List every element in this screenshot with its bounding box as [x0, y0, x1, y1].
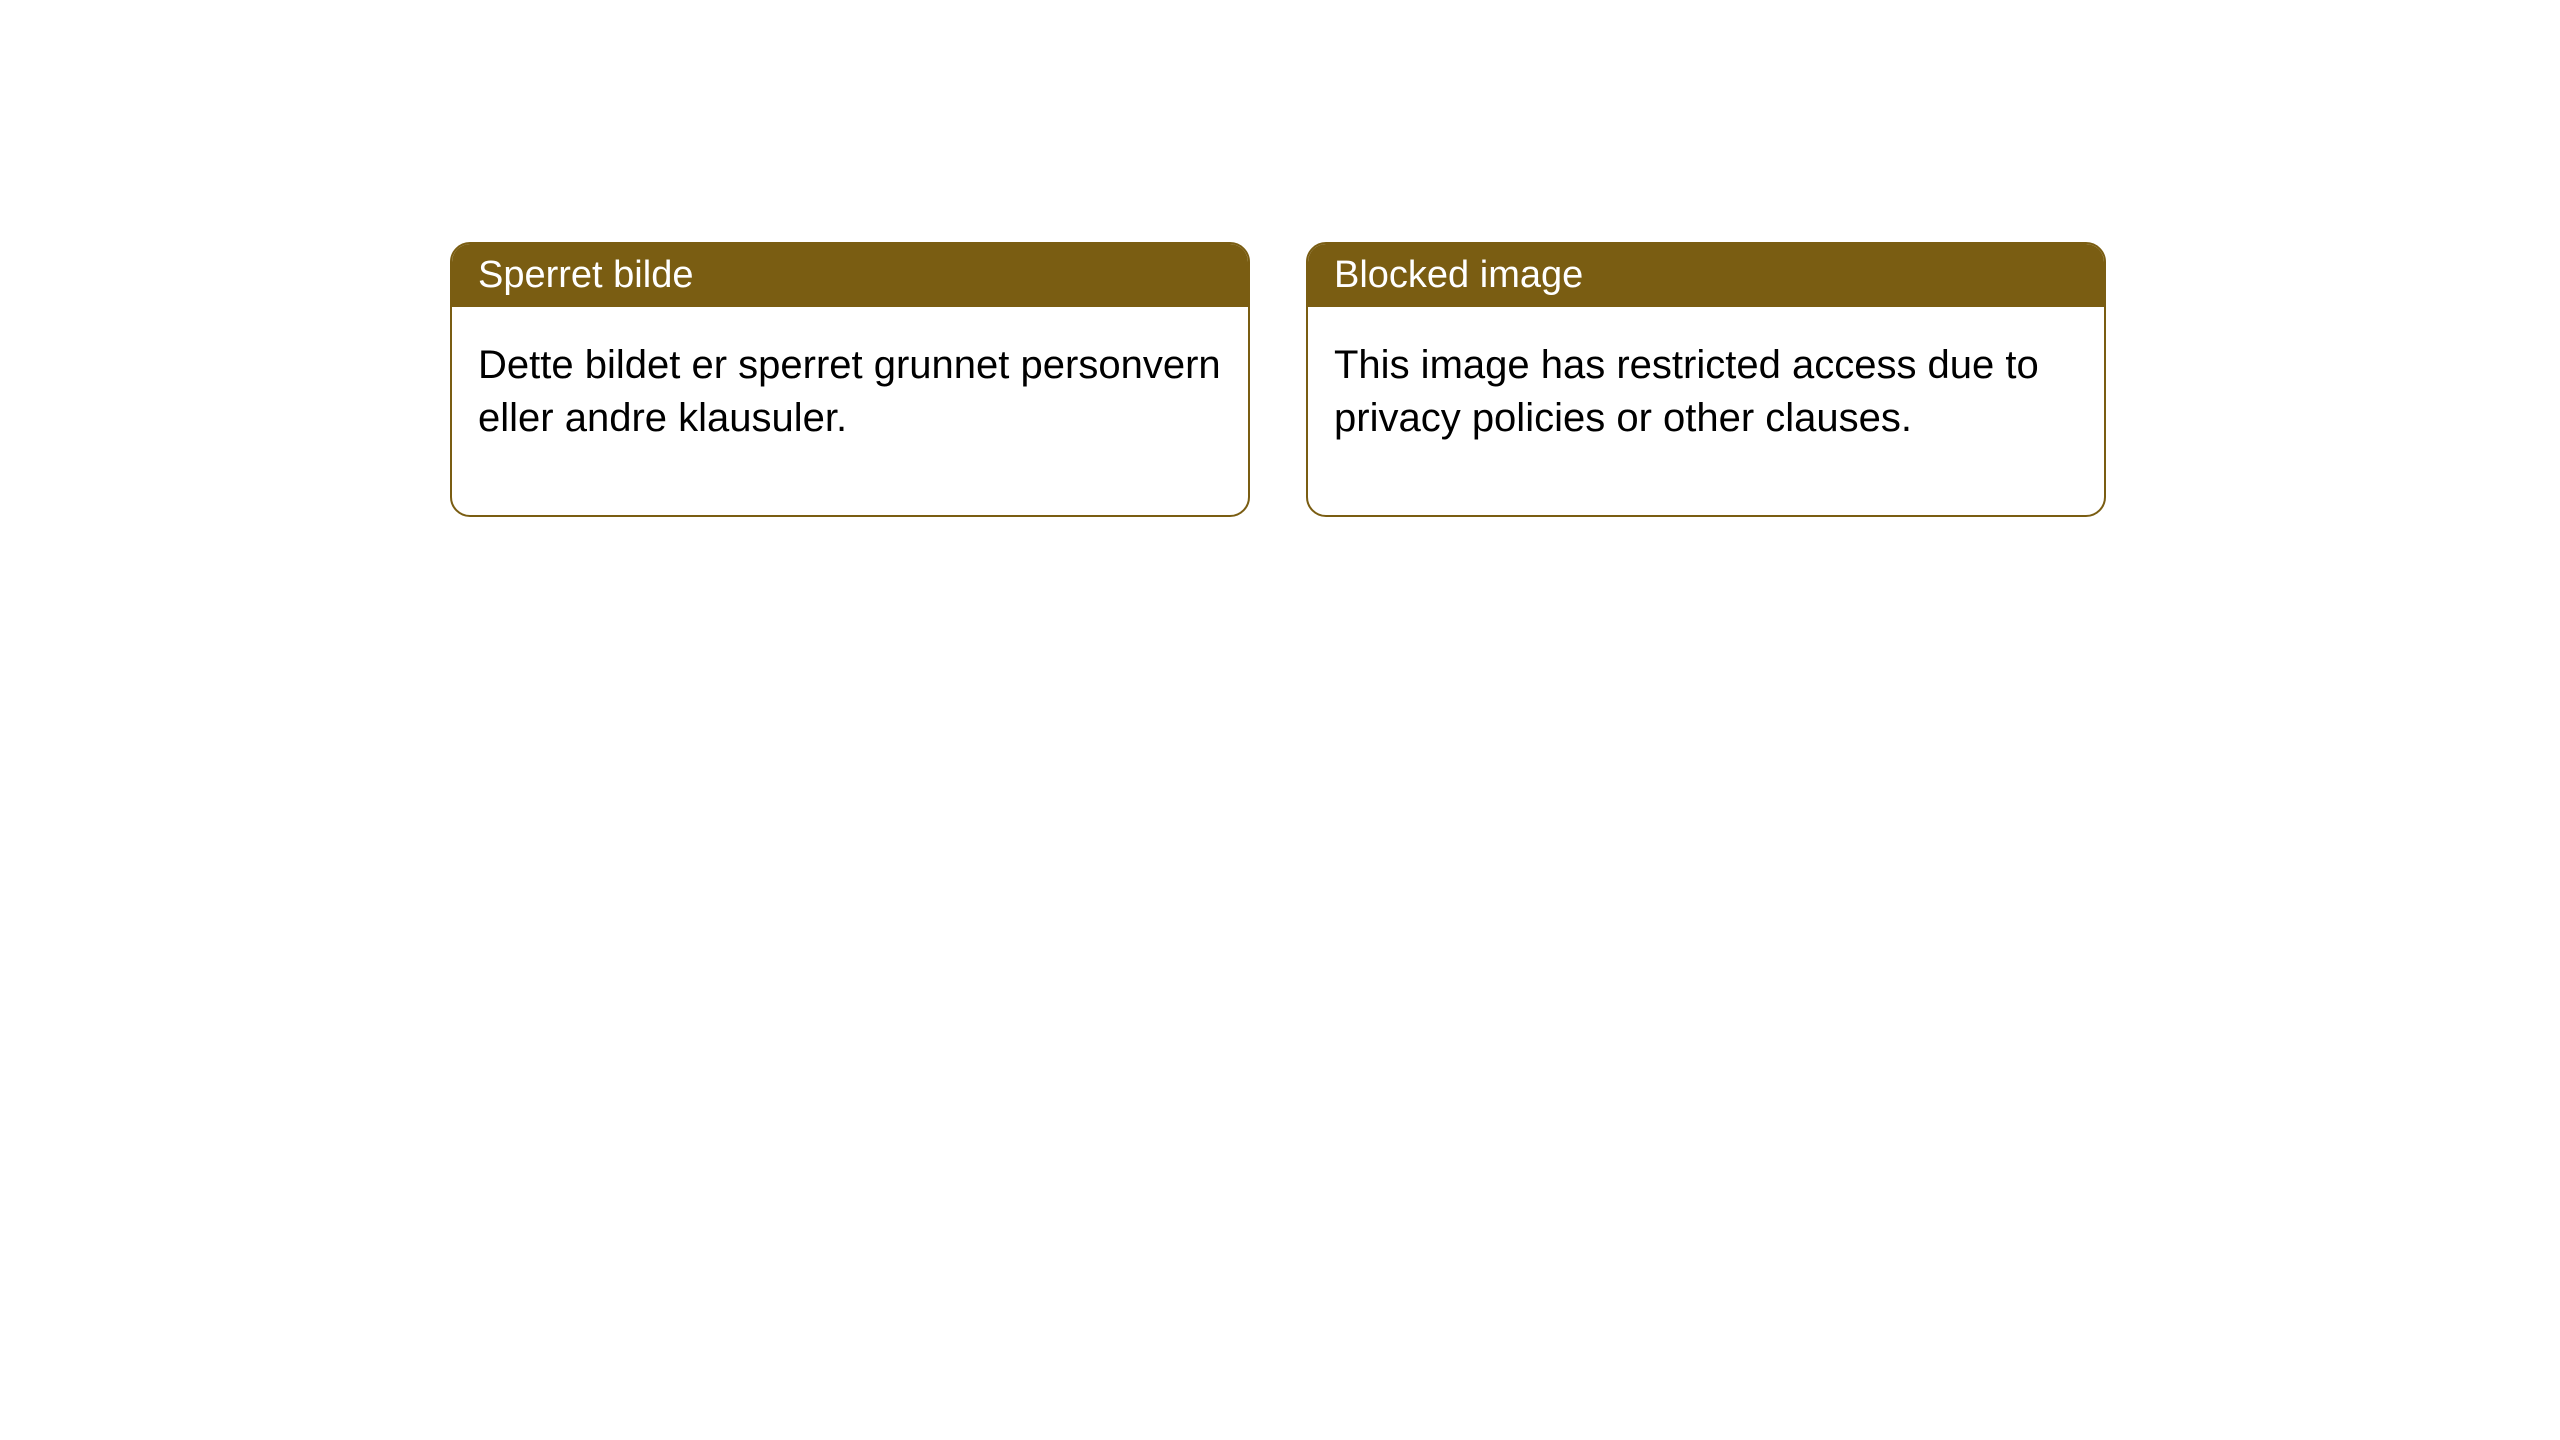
notice-title: Blocked image [1334, 254, 1583, 296]
notice-body: This image has restricted access due to … [1308, 307, 2104, 515]
notice-header: Blocked image [1308, 244, 2104, 307]
notice-container: Sperret bilde Dette bildet er sperret gr… [450, 242, 2106, 517]
notice-header: Sperret bilde [452, 244, 1248, 307]
notice-message: Dette bildet er sperret grunnet personve… [478, 343, 1221, 440]
notice-title: Sperret bilde [478, 254, 693, 296]
notice-box-english: Blocked image This image has restricted … [1306, 242, 2106, 517]
notice-message: This image has restricted access due to … [1334, 343, 2039, 440]
notice-box-norwegian: Sperret bilde Dette bildet er sperret gr… [450, 242, 1250, 517]
notice-body: Dette bildet er sperret grunnet personve… [452, 307, 1248, 515]
